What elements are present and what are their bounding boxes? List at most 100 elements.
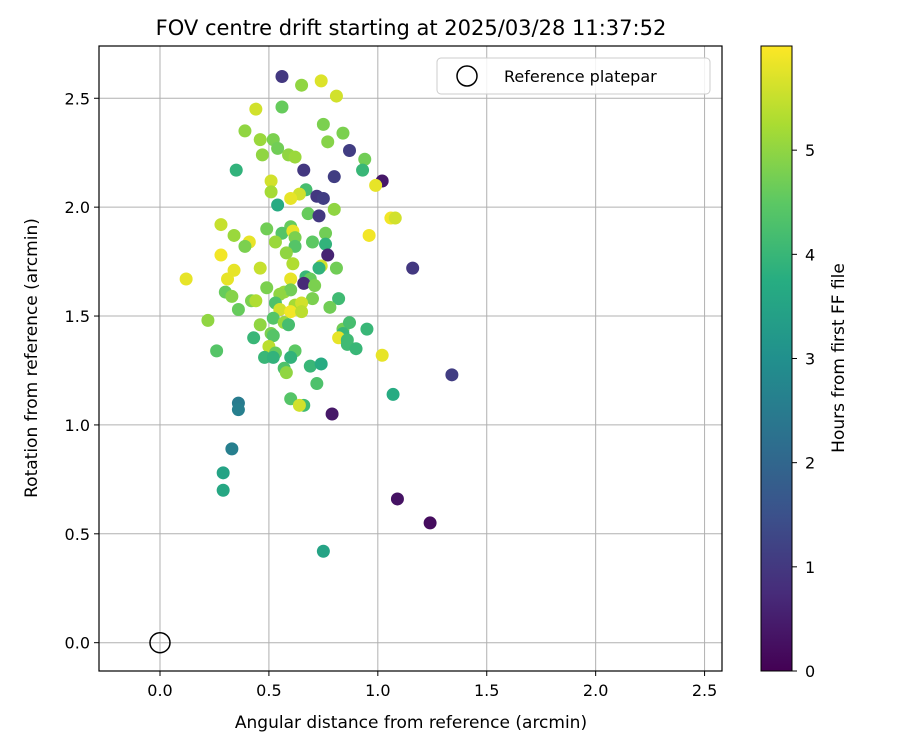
data-point: [305, 235, 319, 249]
data-point: [314, 357, 328, 371]
y-axis: 0.0 0.5 1.0 1.5 2.0 2.5: [65, 89, 99, 653]
data-point: [314, 74, 328, 88]
data-point: [260, 222, 274, 236]
data-point: [362, 228, 376, 242]
colorbar-tick-label: 1: [805, 558, 815, 577]
y-tick-label: 0.0: [65, 634, 90, 653]
y-tick-label: 2.5: [65, 89, 90, 108]
x-tick-label: 1.5: [474, 681, 499, 700]
data-point: [319, 226, 333, 240]
legend-box: [436, 57, 711, 95]
data-point: [312, 209, 326, 223]
data-point: [229, 163, 243, 177]
data-point: [375, 348, 389, 362]
data-point: [210, 344, 224, 358]
data-point: [264, 174, 278, 188]
data-point: [275, 69, 289, 83]
reference-platepar-marker: [149, 631, 171, 654]
data-point: [255, 148, 269, 162]
x-tick-label: 0.0: [147, 681, 172, 700]
colorbar: 0 1 2 3 4 5 Hours from first FF file: [760, 45, 849, 681]
data-point: [286, 257, 300, 271]
colorbar-label: Hours from first FF file: [829, 263, 849, 453]
data-point: [319, 237, 333, 251]
data-point: [284, 305, 298, 319]
data-point: [227, 228, 241, 242]
data-point: [310, 377, 324, 391]
data-point: [216, 466, 230, 480]
data-point: [271, 198, 285, 212]
colorbar-tick-label: 3: [805, 350, 815, 369]
data-point: [292, 398, 306, 412]
data-point: [303, 359, 317, 373]
data-point: [358, 152, 372, 166]
data-point: [308, 279, 322, 293]
data-point: [179, 272, 193, 286]
data-point: [214, 218, 228, 232]
data-point: [201, 313, 215, 327]
data-point: [329, 261, 343, 275]
data-point: [327, 202, 341, 216]
data-point: [284, 350, 298, 364]
data-point: [423, 516, 437, 530]
data-point: [323, 300, 337, 314]
data-points: [179, 69, 459, 558]
data-point: [253, 318, 267, 332]
data-point: [390, 492, 404, 506]
data-point: [231, 303, 245, 317]
data-point: [238, 239, 252, 253]
data-point: [214, 248, 228, 262]
chart-title: FOV centre drift starting at 2025/03/28 …: [156, 16, 667, 40]
data-point: [321, 248, 335, 262]
colorbar-tick-label: 5: [805, 141, 815, 160]
data-point: [266, 329, 280, 343]
x-tick-label: 1.0: [365, 681, 390, 700]
data-point: [332, 292, 346, 306]
x-axis-label: Angular distance from reference (arcmin): [235, 713, 587, 733]
data-point: [266, 311, 280, 325]
data-point: [231, 403, 245, 417]
data-point: [349, 342, 363, 356]
data-point: [312, 261, 326, 275]
data-point: [297, 163, 311, 177]
y-axis-label: Rotation from reference (arcmin): [22, 218, 42, 498]
colorbar-tick-label: 0: [805, 662, 815, 681]
data-point: [275, 100, 289, 114]
y-tick-label: 0.5: [65, 525, 90, 544]
data-point: [316, 117, 330, 131]
data-point: [279, 246, 293, 260]
legend-label: Reference platepar: [504, 67, 657, 86]
data-point: [225, 442, 239, 456]
data-point: [264, 185, 278, 199]
data-point: [295, 305, 309, 319]
data-point: [216, 483, 230, 497]
data-point: [343, 144, 357, 158]
data-point: [288, 150, 302, 164]
data-point: [445, 368, 459, 382]
data-point: [321, 135, 335, 149]
data-point: [249, 294, 263, 308]
x-tick-label: 2.5: [692, 681, 717, 700]
data-point: [329, 89, 343, 103]
x-tick-label: 2.0: [583, 681, 608, 700]
data-point: [266, 350, 280, 364]
data-point: [325, 407, 339, 421]
data-point: [388, 211, 402, 225]
data-point: [282, 318, 296, 332]
data-point: [221, 272, 235, 286]
reference-marker-layer: [149, 631, 171, 654]
data-point: [260, 281, 274, 295]
data-point: [336, 126, 350, 140]
colorbar-ticks: 0 1 2 3 4 5: [792, 141, 815, 681]
plot-frame: [98, 45, 723, 672]
data-point: [295, 78, 309, 92]
data-point: [253, 261, 267, 275]
data-point: [316, 544, 330, 558]
data-point: [279, 366, 293, 380]
data-point: [369, 178, 383, 192]
data-point: [284, 272, 298, 286]
data-point: [386, 387, 400, 401]
data-point: [360, 322, 374, 336]
